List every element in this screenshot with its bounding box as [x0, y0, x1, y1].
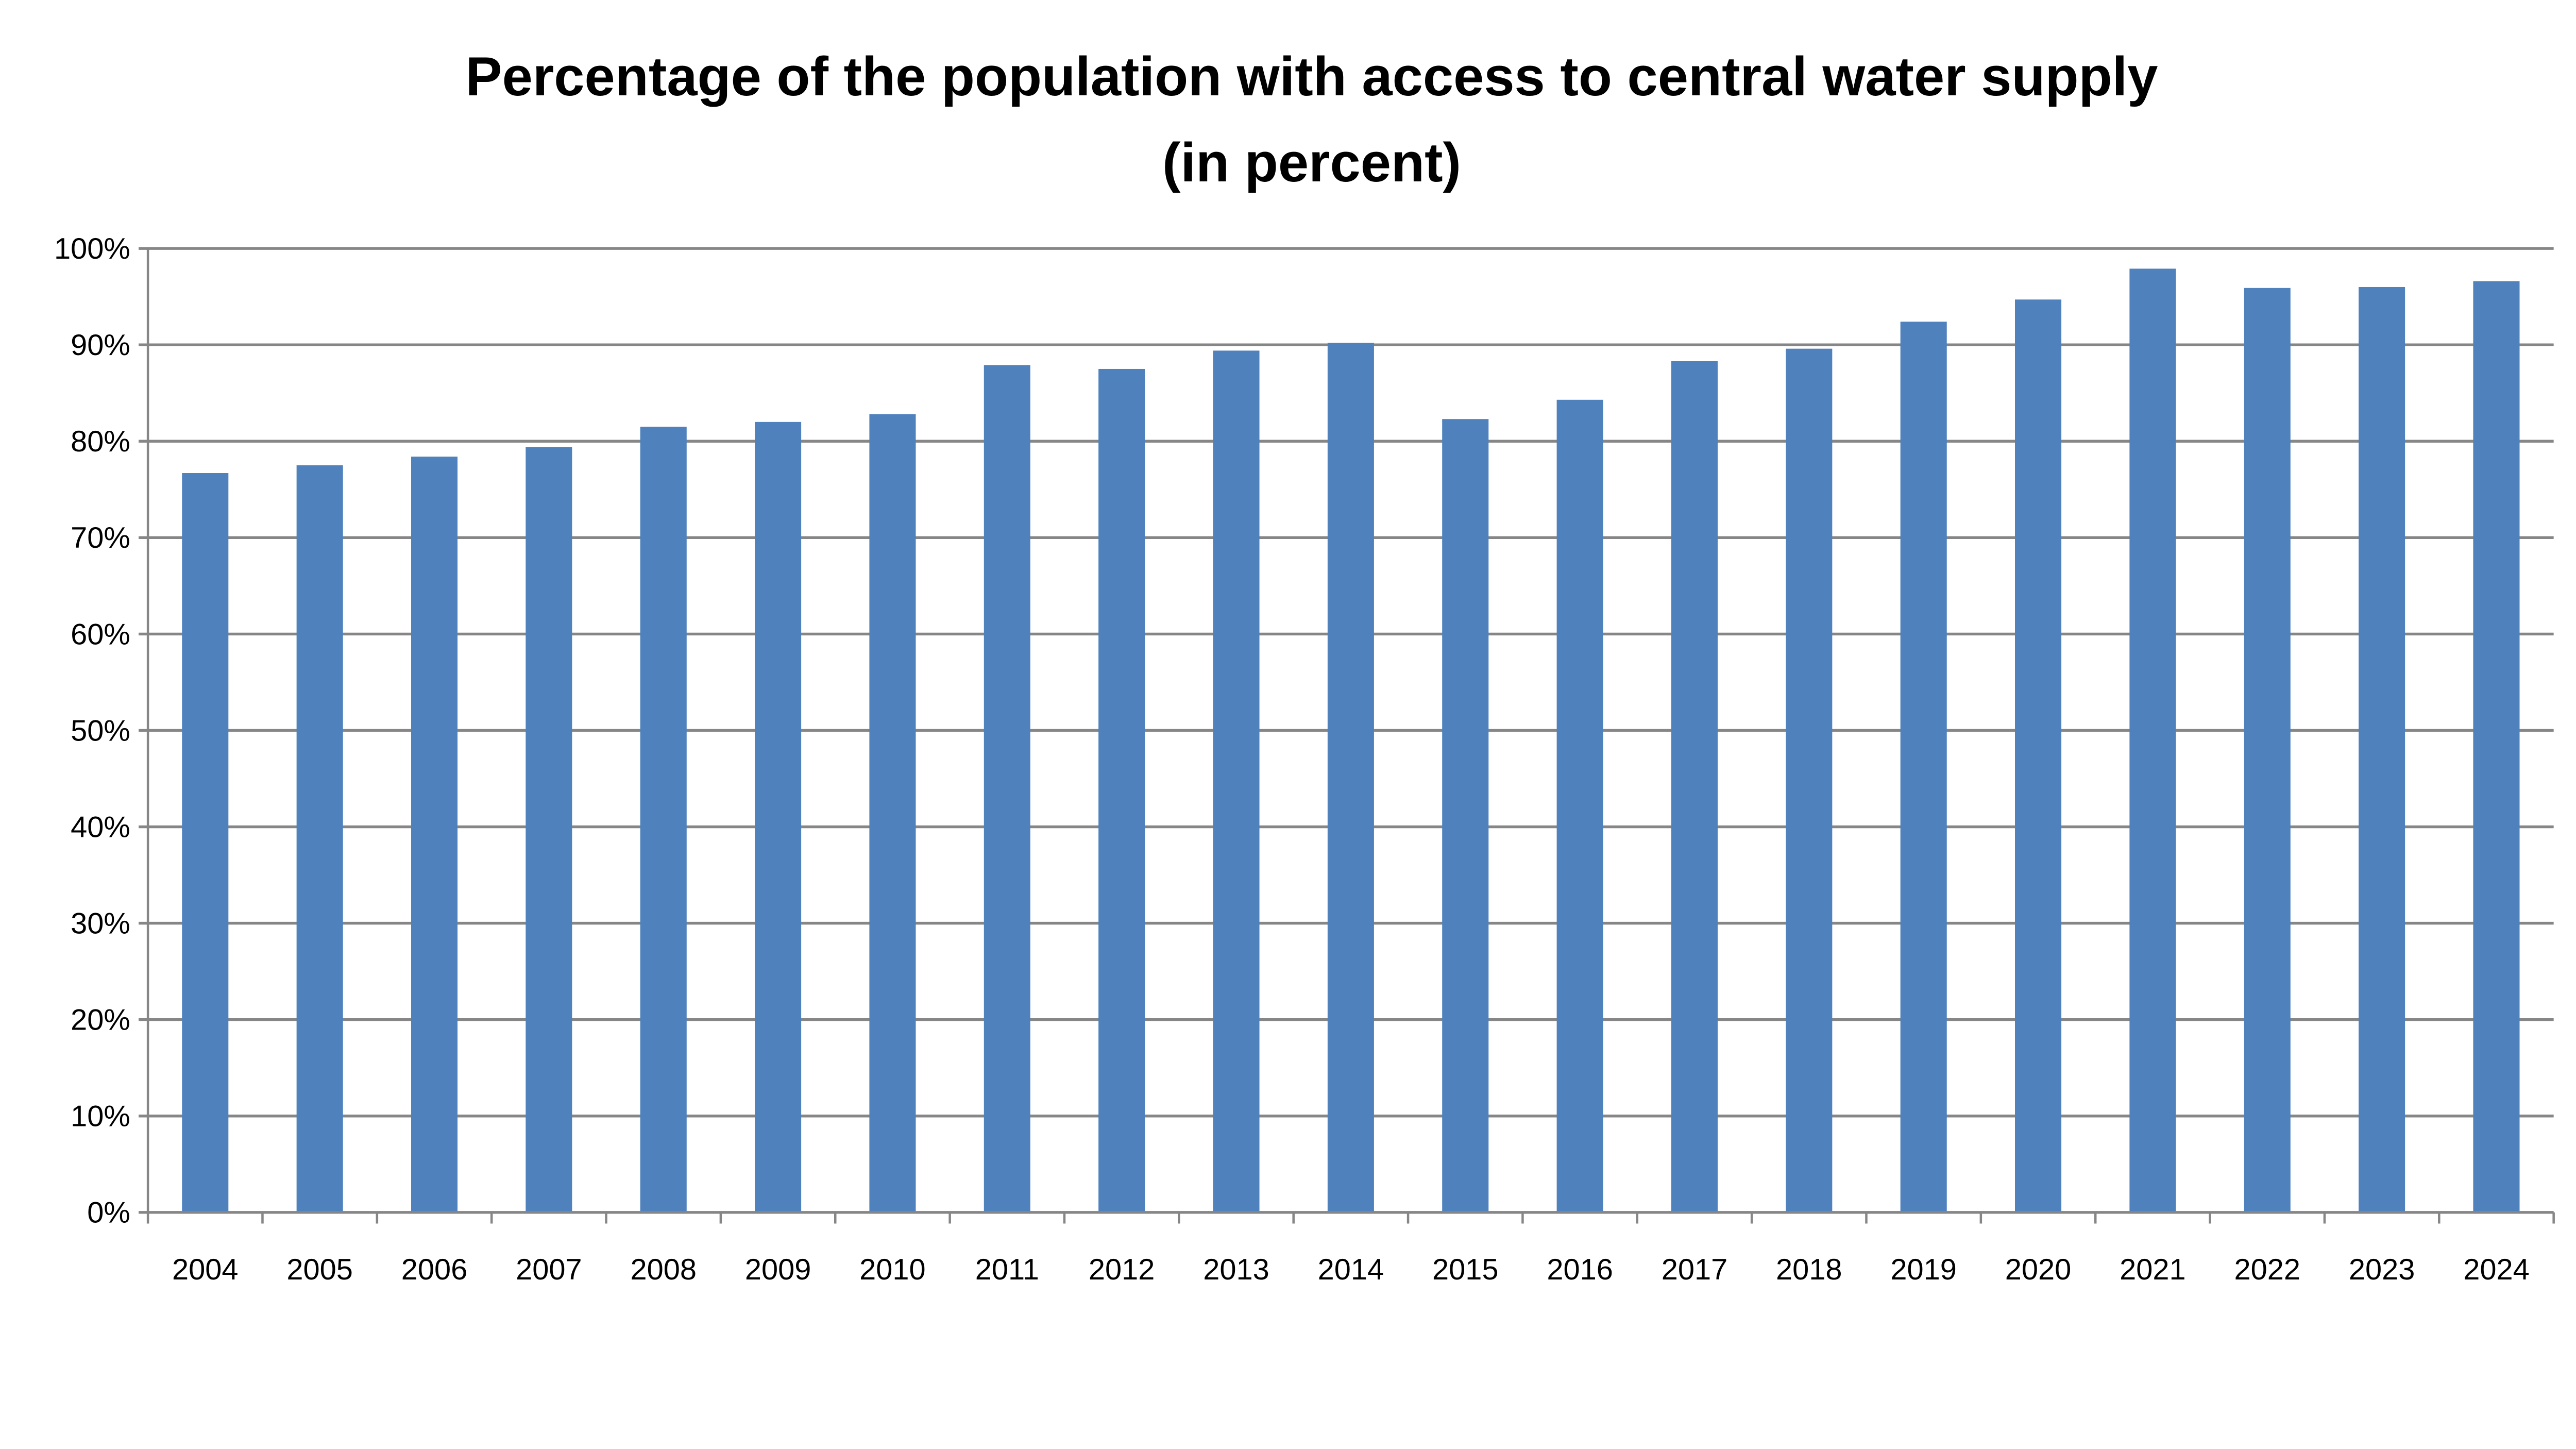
y-tick-label: 80%: [71, 425, 130, 458]
x-tick-label: 2007: [516, 1253, 582, 1286]
axes: [139, 248, 2555, 1224]
bar-2010: [869, 414, 916, 1212]
bar-2020: [2015, 299, 2062, 1212]
bar-2005: [296, 465, 343, 1212]
x-tick-label: 2024: [2463, 1253, 2530, 1286]
bars: [182, 268, 2520, 1212]
bar-2014: [1327, 343, 1374, 1212]
x-tick-label: 2023: [2349, 1253, 2415, 1286]
bar-2018: [1786, 348, 1833, 1212]
chart-title: Percentage of the population with access…: [466, 46, 2158, 107]
bar-2012: [1098, 368, 1145, 1212]
y-tick-label: 0%: [87, 1197, 130, 1229]
y-tick-label: 60%: [71, 618, 130, 651]
y-tick-label: 10%: [71, 1100, 130, 1133]
y-tick-label: 100%: [54, 232, 130, 265]
y-tick-label: 40%: [71, 811, 130, 844]
bar-2019: [1900, 322, 1947, 1212]
chart-subtitle: (in percent): [1162, 132, 1461, 193]
bar-2016: [1556, 399, 1603, 1212]
y-tick-label: 50%: [71, 714, 130, 747]
bar-2015: [1442, 419, 1489, 1212]
x-tick-label: 2018: [1776, 1253, 1842, 1286]
y-tick-label: 70%: [71, 521, 130, 554]
bar-2011: [984, 365, 1030, 1212]
x-tick-label: 2010: [859, 1253, 926, 1286]
y-tick-label: 20%: [71, 1004, 130, 1037]
bar-2017: [1671, 361, 1718, 1212]
bar-2021: [2129, 268, 2176, 1212]
x-tick-label: 2008: [630, 1253, 697, 1286]
x-tick-labels: 2004 2005 2006 2007 2008 2009 2010 2011 2012 2013…: [172, 1253, 2530, 1286]
bar-2022: [2244, 288, 2291, 1212]
x-tick-label: 2011: [975, 1253, 1039, 1286]
x-tick-label: 2017: [1662, 1253, 1728, 1286]
x-tick-label: 2004: [172, 1253, 239, 1286]
bar-2006: [411, 457, 458, 1212]
x-tick-label: 2009: [745, 1253, 811, 1286]
x-tick-label: 2016: [1547, 1253, 1613, 1286]
bar-2004: [182, 473, 229, 1212]
x-tick-label: 2013: [1203, 1253, 1269, 1286]
x-tick-label: 2006: [401, 1253, 468, 1286]
x-tick-label: 2019: [1890, 1253, 1957, 1286]
x-tick-label: 2020: [2005, 1253, 2072, 1286]
y-tick-label: 90%: [71, 329, 130, 362]
x-tick-label: 2012: [1089, 1253, 1155, 1286]
bar-chart: Percentage of the population with access…: [54, 46, 2555, 1286]
x-tick-label: 2022: [2234, 1253, 2300, 1286]
bar-2008: [640, 427, 687, 1212]
x-tick-label: 2021: [2120, 1253, 2186, 1286]
bar-2024: [2473, 281, 2520, 1212]
x-tick-label: 2015: [1432, 1253, 1499, 1286]
bar-2013: [1213, 350, 1260, 1212]
bar-2009: [755, 422, 802, 1212]
x-tick-label: 2014: [1318, 1253, 1384, 1286]
y-tick-labels: 0% 10% 20% 30% 40% 50% 60% 70% 80% 90% 100%: [54, 232, 130, 1229]
y-tick-label: 30%: [71, 907, 130, 940]
bar-2023: [2359, 287, 2405, 1212]
bar-2007: [526, 447, 572, 1212]
x-tick-label: 2005: [286, 1253, 353, 1286]
